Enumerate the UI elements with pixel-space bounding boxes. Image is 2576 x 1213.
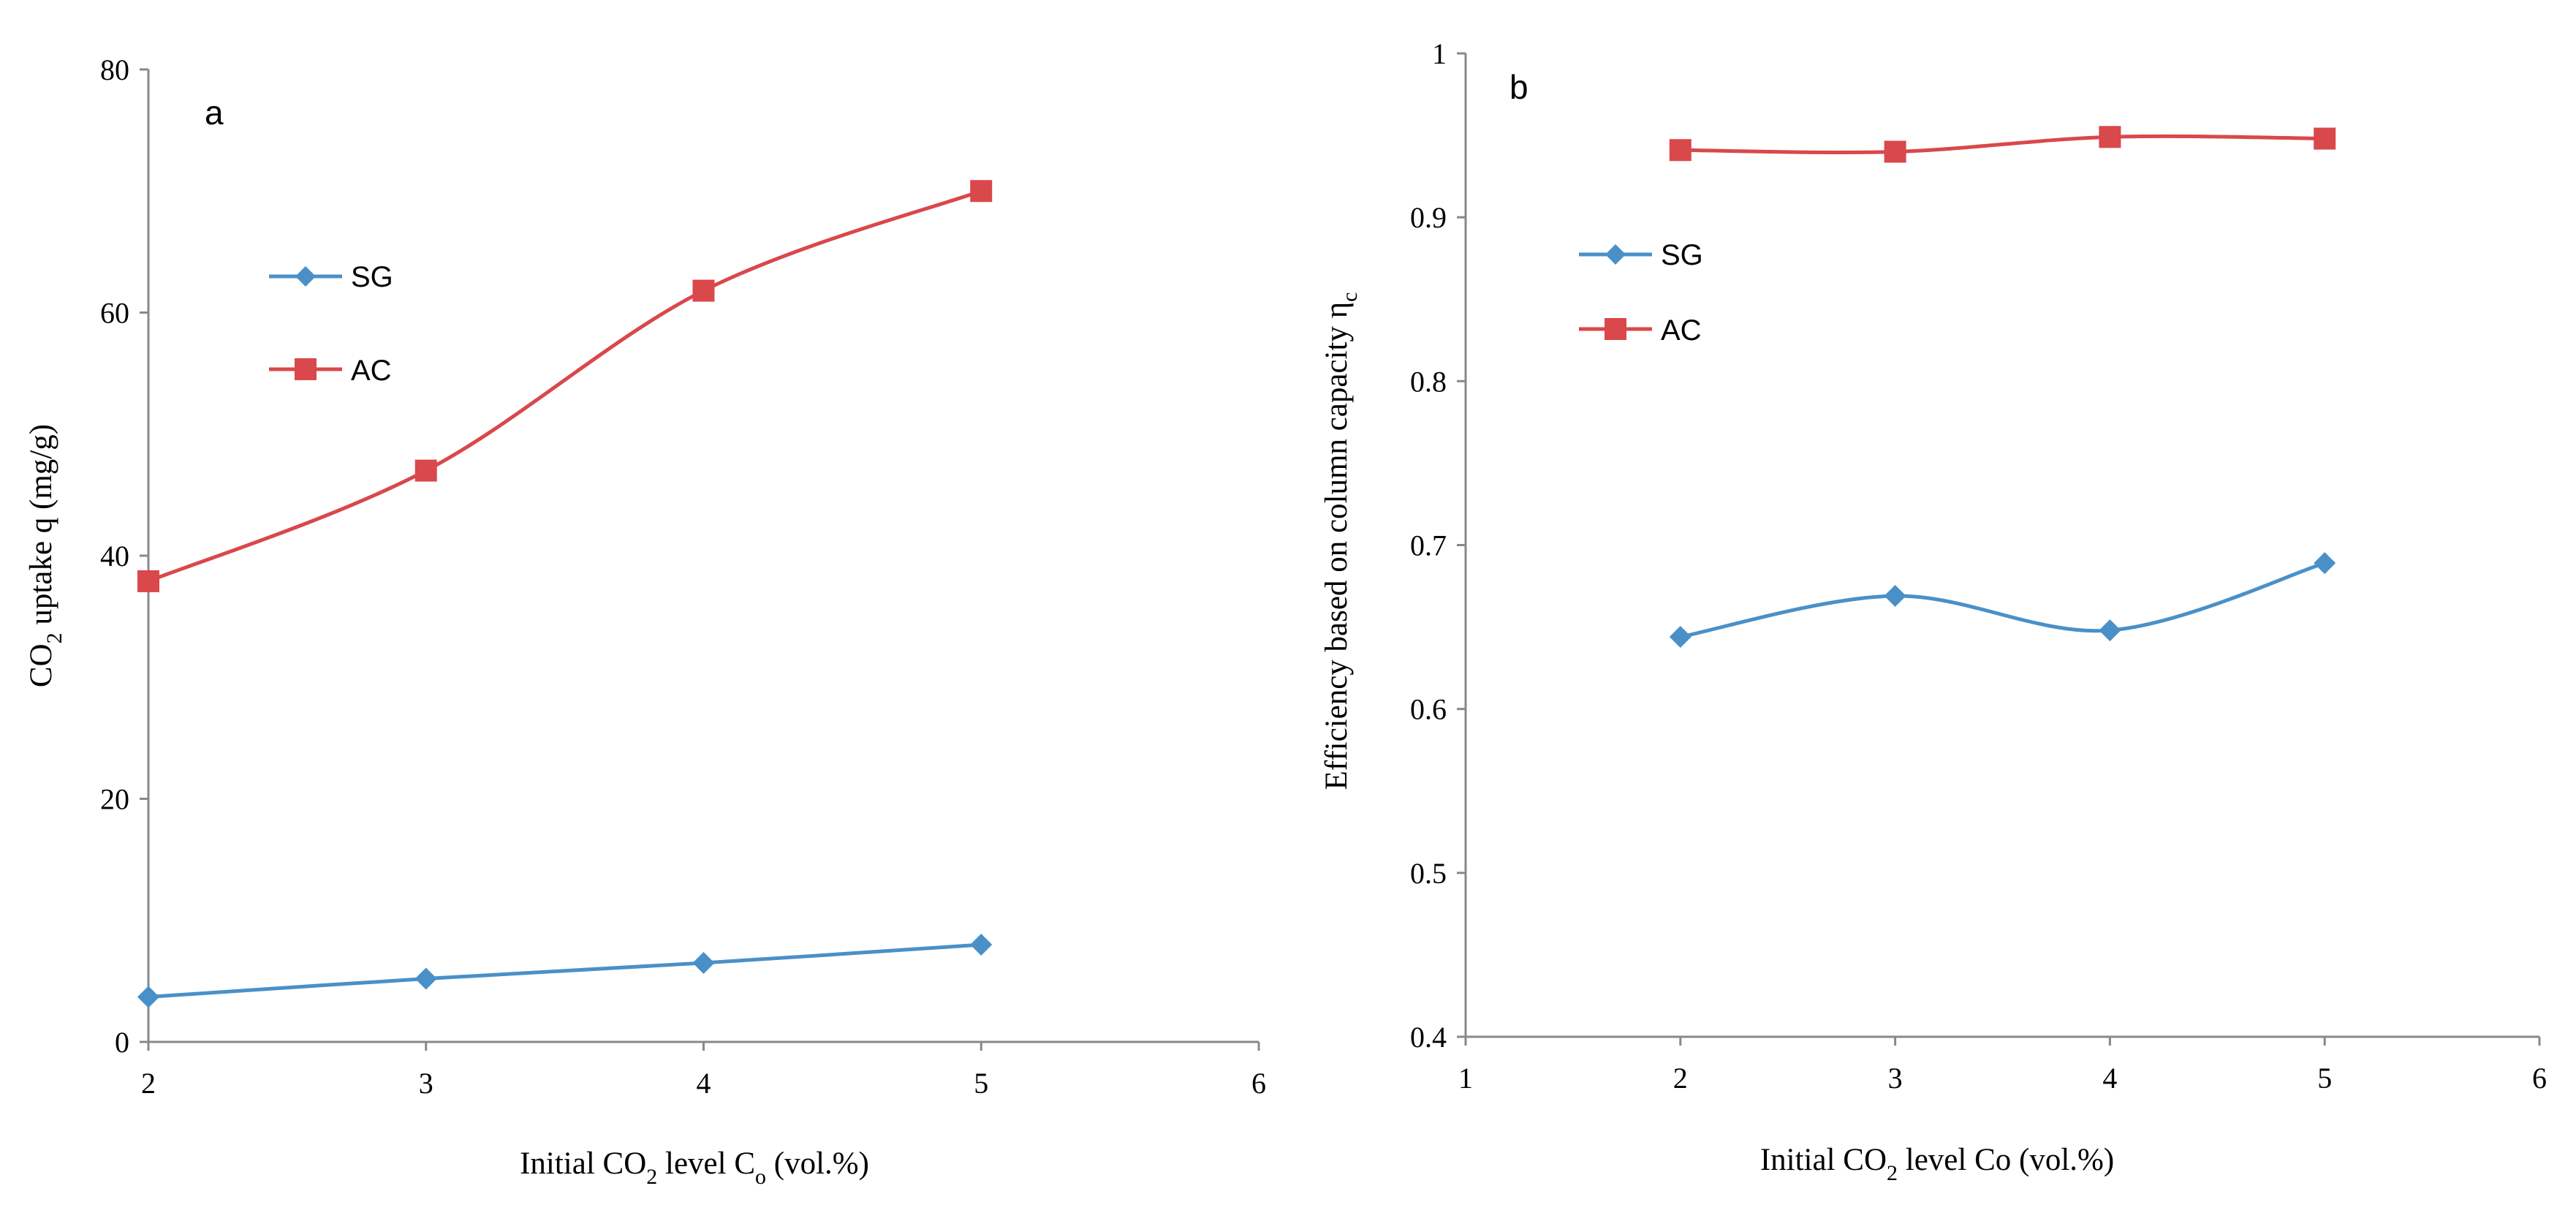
b-sg-point xyxy=(2099,619,2121,642)
a-x-tick-label: 3 xyxy=(419,1067,433,1100)
b-y-axis-title: Efficiency based on column capacity ηc xyxy=(1319,292,1362,790)
b-sg-point xyxy=(1669,626,1692,649)
a-ac-point xyxy=(692,279,715,302)
b-series-markers xyxy=(1669,126,2336,649)
b-x-tick-label: 5 xyxy=(2317,1062,2332,1095)
b-y-tick-label: 0.6 xyxy=(1410,693,1447,726)
b-x-tick-label: 4 xyxy=(2102,1062,2117,1095)
a-sg-line xyxy=(148,942,982,999)
a-series-lines xyxy=(148,189,982,999)
b-y-tick-label: 0.4 xyxy=(1410,1021,1447,1054)
a-sg-point xyxy=(692,951,715,974)
a-series-markers xyxy=(137,180,993,1008)
a-ac-point xyxy=(970,180,993,203)
a-y-tick-label: 60 xyxy=(100,297,129,330)
panel-b: 0.4 0.5 0.6 0.7 0.8 0.9 1 1 2 3 4 5 6 b SG AC Effici… xyxy=(1319,37,2547,1185)
b-sg-line xyxy=(1680,561,2325,639)
a-legend: SG AC xyxy=(269,261,393,387)
b-y-tick-label: 0.7 xyxy=(1410,529,1447,562)
b-y-tick-label: 0.9 xyxy=(1410,201,1447,234)
b-x-tick-label: 6 xyxy=(2532,1062,2547,1095)
a-ac-line xyxy=(148,189,982,583)
b-sg-point xyxy=(2314,552,2336,575)
b-legend: SG AC xyxy=(1579,239,1703,347)
a-y-axis-title: CO2 uptake q (mg/g) xyxy=(24,424,67,687)
b-x-tick-label: 3 xyxy=(1888,1062,1903,1095)
panel-a: 0 20 40 60 80 2 3 4 5 6 a SG AC CO2 uptake q (mg/… xyxy=(24,53,1266,1189)
b-legend-ac-marker xyxy=(1605,318,1626,340)
b-ac-line xyxy=(1680,134,2325,154)
b-y-tick-label: 0.8 xyxy=(1410,365,1447,398)
b-x-axis-title: Initial CO2 level Co (vol.%) xyxy=(1760,1143,2114,1185)
a-x-tick-label: 4 xyxy=(697,1067,711,1100)
a-sg-point xyxy=(970,934,993,956)
b-panel-letter: b xyxy=(1509,68,1528,106)
a-y-tick-label: 80 xyxy=(100,53,129,86)
b-axis-ticks: 0.4 0.5 0.6 0.7 0.8 0.9 1 1 2 3 4 5 6 xyxy=(1410,37,2547,1095)
b-legend-sg-label: SG xyxy=(1661,239,1703,271)
a-legend-sg-marker xyxy=(295,266,316,287)
a-x-tick-label: 2 xyxy=(141,1067,156,1100)
b-x-tick-label: 2 xyxy=(1673,1062,1688,1095)
a-sg-point xyxy=(137,986,159,1008)
b-ac-point xyxy=(2099,126,2121,148)
a-sg-point xyxy=(414,967,437,990)
a-y-tick-label: 20 xyxy=(100,783,129,816)
b-series-lines xyxy=(1680,134,2325,639)
a-ac-point xyxy=(137,570,159,592)
a-legend-ac-marker xyxy=(295,358,317,380)
a-y-tick-label: 0 xyxy=(115,1026,129,1059)
b-x-tick-label: 1 xyxy=(1458,1062,1473,1095)
a-legend-ac-label: AC xyxy=(351,355,392,387)
b-legend-sg-marker xyxy=(1605,244,1626,265)
a-axis-ticks: 0 20 40 60 80 2 3 4 5 6 xyxy=(100,53,1266,1100)
a-x-tick-label: 5 xyxy=(974,1067,988,1100)
a-panel-letter: a xyxy=(205,94,224,132)
a-legend-sg-label: SG xyxy=(351,261,393,293)
b-y-tick-label: 0.5 xyxy=(1410,857,1447,890)
a-y-tick-label: 40 xyxy=(100,540,129,573)
b-ac-point xyxy=(2314,127,2336,150)
a-x-tick-label: 6 xyxy=(1251,1067,1266,1100)
b-ac-point xyxy=(1884,140,1906,163)
a-ac-point xyxy=(414,459,437,482)
b-ac-point xyxy=(1669,139,1692,162)
b-legend-ac-label: AC xyxy=(1661,314,1702,347)
a-x-axis-title: Initial CO2 level Co (vol.%) xyxy=(520,1146,869,1189)
b-y-tick-label: 1 xyxy=(1432,37,1447,70)
b-sg-point xyxy=(1884,584,1906,607)
